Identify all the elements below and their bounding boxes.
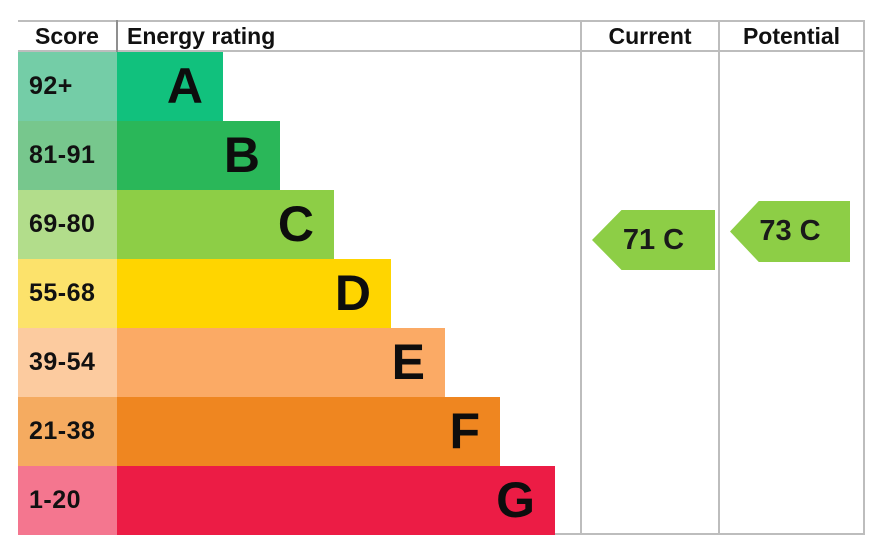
score-range-a: 92+ (18, 52, 117, 121)
score-column-header: Score (35, 23, 99, 49)
rating-letter-g: G (496, 472, 535, 528)
rating-letter-e: E (391, 334, 425, 390)
header-bottom-border (18, 50, 865, 52)
rating-letter-a: A (166, 58, 203, 114)
rating-bar-d: D (117, 259, 391, 328)
current-rating-arrow: 71 C (592, 210, 715, 270)
score-range-d: 55-68 (18, 259, 117, 328)
band-row-b: 81-91 B (18, 121, 865, 190)
rating-bar-g: G (117, 466, 555, 535)
score-range-b: 81-91 (18, 121, 117, 190)
rating-letter-d: D (334, 265, 371, 321)
rating-bar-b: B (117, 121, 280, 190)
score-column-divider (116, 20, 118, 52)
score-range-c: 69-80 (18, 190, 117, 259)
current-column-header: Current (608, 23, 692, 49)
rating-bar-c: C (117, 190, 334, 259)
energy-rating-column-header: Energy rating (127, 23, 276, 49)
band-rows: 92+ A 81-91 B 69-80 C 55-68 D 39-54 E 21… (18, 52, 865, 535)
rating-letter-f: F (449, 403, 480, 459)
potential-column-divider (718, 20, 720, 535)
score-range-e: 39-54 (18, 328, 117, 397)
band-row-d: 55-68 D (18, 259, 865, 328)
rating-letter-b: B (223, 127, 260, 183)
rating-bar-a: A (117, 52, 223, 121)
rating-letter-c: C (277, 196, 314, 252)
rating-bar-e: E (117, 328, 445, 397)
rating-bar-f: F (117, 397, 500, 466)
band-row-e: 39-54 E (18, 328, 865, 397)
band-row-g: 1-20 G (18, 466, 865, 535)
band-row-c: 69-80 C (18, 190, 865, 259)
table-top-border (18, 20, 865, 22)
score-range-f: 21-38 (18, 397, 117, 466)
potential-rating-arrow: 73 C (730, 201, 850, 262)
score-range-g: 1-20 (18, 466, 117, 535)
band-row-f: 21-38 F (18, 397, 865, 466)
potential-column-header: Potential (742, 23, 841, 49)
table-right-border (863, 20, 865, 535)
band-row-a: 92+ A (18, 52, 865, 121)
current-column-divider (580, 20, 582, 535)
